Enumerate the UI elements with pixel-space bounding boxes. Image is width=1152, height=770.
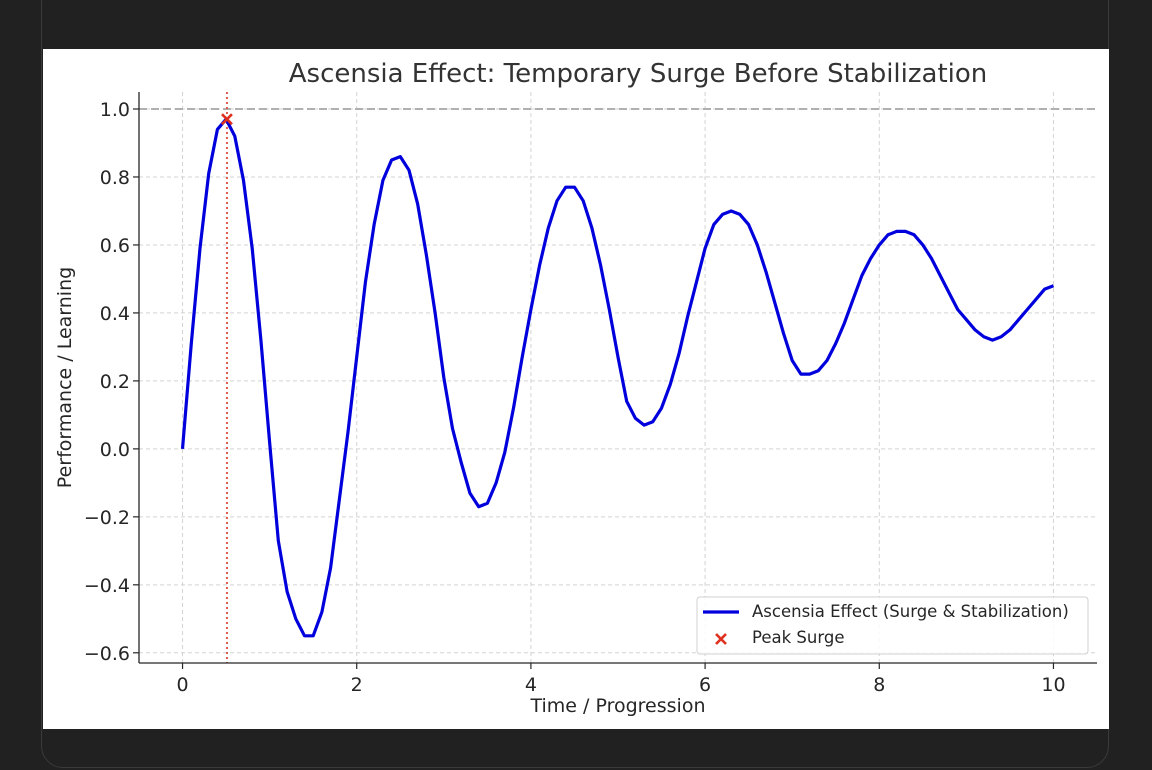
x-marker-stroke xyxy=(221,113,233,126)
series-layer xyxy=(180,113,1055,638)
y-tick-label: 0.8 xyxy=(100,167,130,189)
x-tick-label: 8 xyxy=(873,674,885,696)
legend-box xyxy=(696,596,1089,655)
tick-labels: 0 2 4 6 8 10 1.0 0.8 0.6 0.4 0.2 0.0 −0.2 −0.4 −0.6 xyxy=(84,99,1066,696)
y-axis-label: Performance / Learning xyxy=(54,267,76,488)
legend: Ascensia Effect (Surge & Stabilization) … xyxy=(696,596,1089,655)
legend-entry-label: Peak Surge xyxy=(752,628,844,647)
y-tick-label: −0.6 xyxy=(84,643,130,665)
legend-marker-x xyxy=(715,633,727,645)
chart-svg: 0 2 4 6 8 10 1.0 0.8 0.6 0.4 0.2 0.0 −0.2 −0.4 −0.6 As… xyxy=(54,59,1097,717)
chart-figure: 0 2 4 6 8 10 1.0 0.8 0.6 0.4 0.2 0.0 −0.2 −0.4 −0.6 As… xyxy=(43,49,1109,729)
chart-title: Ascensia Effect: Temporary Surge Before … xyxy=(289,59,988,89)
y-tick-label: −0.2 xyxy=(84,507,130,529)
x-tick-label: 2 xyxy=(351,674,363,696)
x-tick-label: 4 xyxy=(525,674,537,696)
legend-entry-label: Ascensia Effect (Surge & Stabilization) xyxy=(752,602,1069,621)
y-tick-label: 0.0 xyxy=(100,439,130,461)
grid-lines xyxy=(139,92,1097,663)
x-tick-label: 0 xyxy=(176,674,188,696)
x-tick-label: 10 xyxy=(1041,674,1065,696)
x-tick-label: 6 xyxy=(699,674,711,696)
x-axis-label: Time / Progression xyxy=(529,695,705,717)
legend-x-marker-icon xyxy=(715,633,727,645)
y-tick-label: 0.2 xyxy=(100,371,130,393)
reference-lines xyxy=(139,92,1097,663)
y-tick-label: −0.4 xyxy=(84,575,130,597)
axes xyxy=(133,92,1097,669)
x-marker-stroke xyxy=(715,633,727,645)
series-line-ascensia-effect xyxy=(180,117,1055,638)
y-tick-label: 0.6 xyxy=(100,235,130,257)
peak-surge-marker xyxy=(221,113,233,126)
y-tick-label: 1.0 xyxy=(100,99,130,121)
y-tick-label: 0.4 xyxy=(100,303,130,325)
